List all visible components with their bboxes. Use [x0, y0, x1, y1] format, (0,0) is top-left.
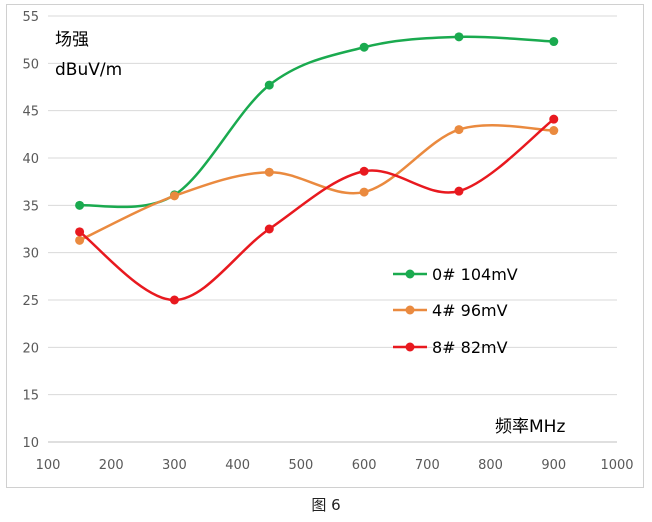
x-tick-label: 300	[162, 458, 187, 473]
data-point	[549, 37, 559, 47]
data-point	[75, 235, 85, 245]
x-tick-label: 700	[415, 458, 440, 473]
line-chart: 10 15 20 25 30 35 40 45 50 55 100 200 300 400 500 600 7…	[22, 10, 634, 473]
legend-label: 8# 82mV	[432, 338, 508, 357]
y-tick-label: 55	[22, 10, 39, 25]
data-point	[169, 295, 179, 305]
y-tick-label: 25	[22, 294, 39, 309]
series-line	[79, 124, 554, 242]
y-axis-unit: dBuV/m	[55, 60, 122, 80]
y-axis-label: 场强	[55, 30, 89, 50]
legend-item: 0# 104mV	[393, 265, 518, 284]
data-point	[359, 166, 369, 176]
legend-label: 4# 96mV	[432, 301, 508, 320]
legend-label: 0# 104mV	[432, 265, 518, 284]
legend-marker	[405, 342, 415, 352]
series-2	[75, 124, 559, 245]
data-point	[264, 167, 274, 177]
x-tick-label: 600	[352, 458, 377, 473]
x-tick-labels: 100 200 300 400 500 600 700 800 900 1000	[36, 458, 634, 473]
series-1	[75, 32, 559, 210]
y-tick-label: 50	[22, 57, 39, 72]
data-point	[75, 227, 85, 237]
data-point	[169, 191, 179, 201]
data-point	[454, 186, 464, 196]
y-tick-label: 15	[22, 389, 39, 404]
x-tick-label: 200	[99, 458, 124, 473]
data-point	[264, 80, 274, 90]
series-line	[79, 35, 554, 209]
y-tick-label: 20	[22, 341, 39, 356]
legend-marker	[405, 269, 415, 279]
data-point	[454, 32, 464, 42]
data-point	[549, 114, 559, 124]
legend-item: 8# 82mV	[393, 338, 508, 357]
data-point	[359, 42, 369, 52]
y-tick-label: 35	[22, 199, 39, 214]
x-tick-label: 400	[225, 458, 250, 473]
data-point	[359, 187, 369, 197]
legend-item: 4# 96mV	[393, 301, 508, 320]
figure-caption: 图 6	[311, 496, 341, 514]
series-line	[78, 118, 555, 302]
data-point	[264, 224, 274, 234]
x-tick-label: 500	[288, 458, 313, 473]
y-tick-label: 30	[22, 247, 39, 262]
gridlines	[48, 15, 617, 443]
y-tick-labels: 10 15 20 25 30 35 40 45 50 55	[22, 10, 39, 451]
legend-marker	[405, 305, 415, 315]
y-tick-label: 10	[22, 436, 39, 451]
series-3	[75, 114, 559, 305]
x-tick-label: 1000	[600, 458, 633, 473]
x-tick-label: 800	[478, 458, 503, 473]
data-point	[549, 126, 559, 136]
x-tick-label: 900	[541, 458, 566, 473]
x-axis-label: 频率MHz	[495, 417, 565, 437]
legend: 0# 104mV 4# 96mV 8# 82mV	[393, 265, 518, 357]
data-point	[454, 125, 464, 135]
x-tick-label: 100	[36, 458, 61, 473]
series-lines	[75, 32, 559, 305]
y-tick-label: 45	[22, 105, 39, 120]
y-tick-label: 40	[22, 152, 39, 167]
chart-frame: 10 15 20 25 30 35 40 45 50 55 100 200 300 400 500 600 7…	[6, 4, 644, 488]
data-point	[75, 200, 85, 210]
